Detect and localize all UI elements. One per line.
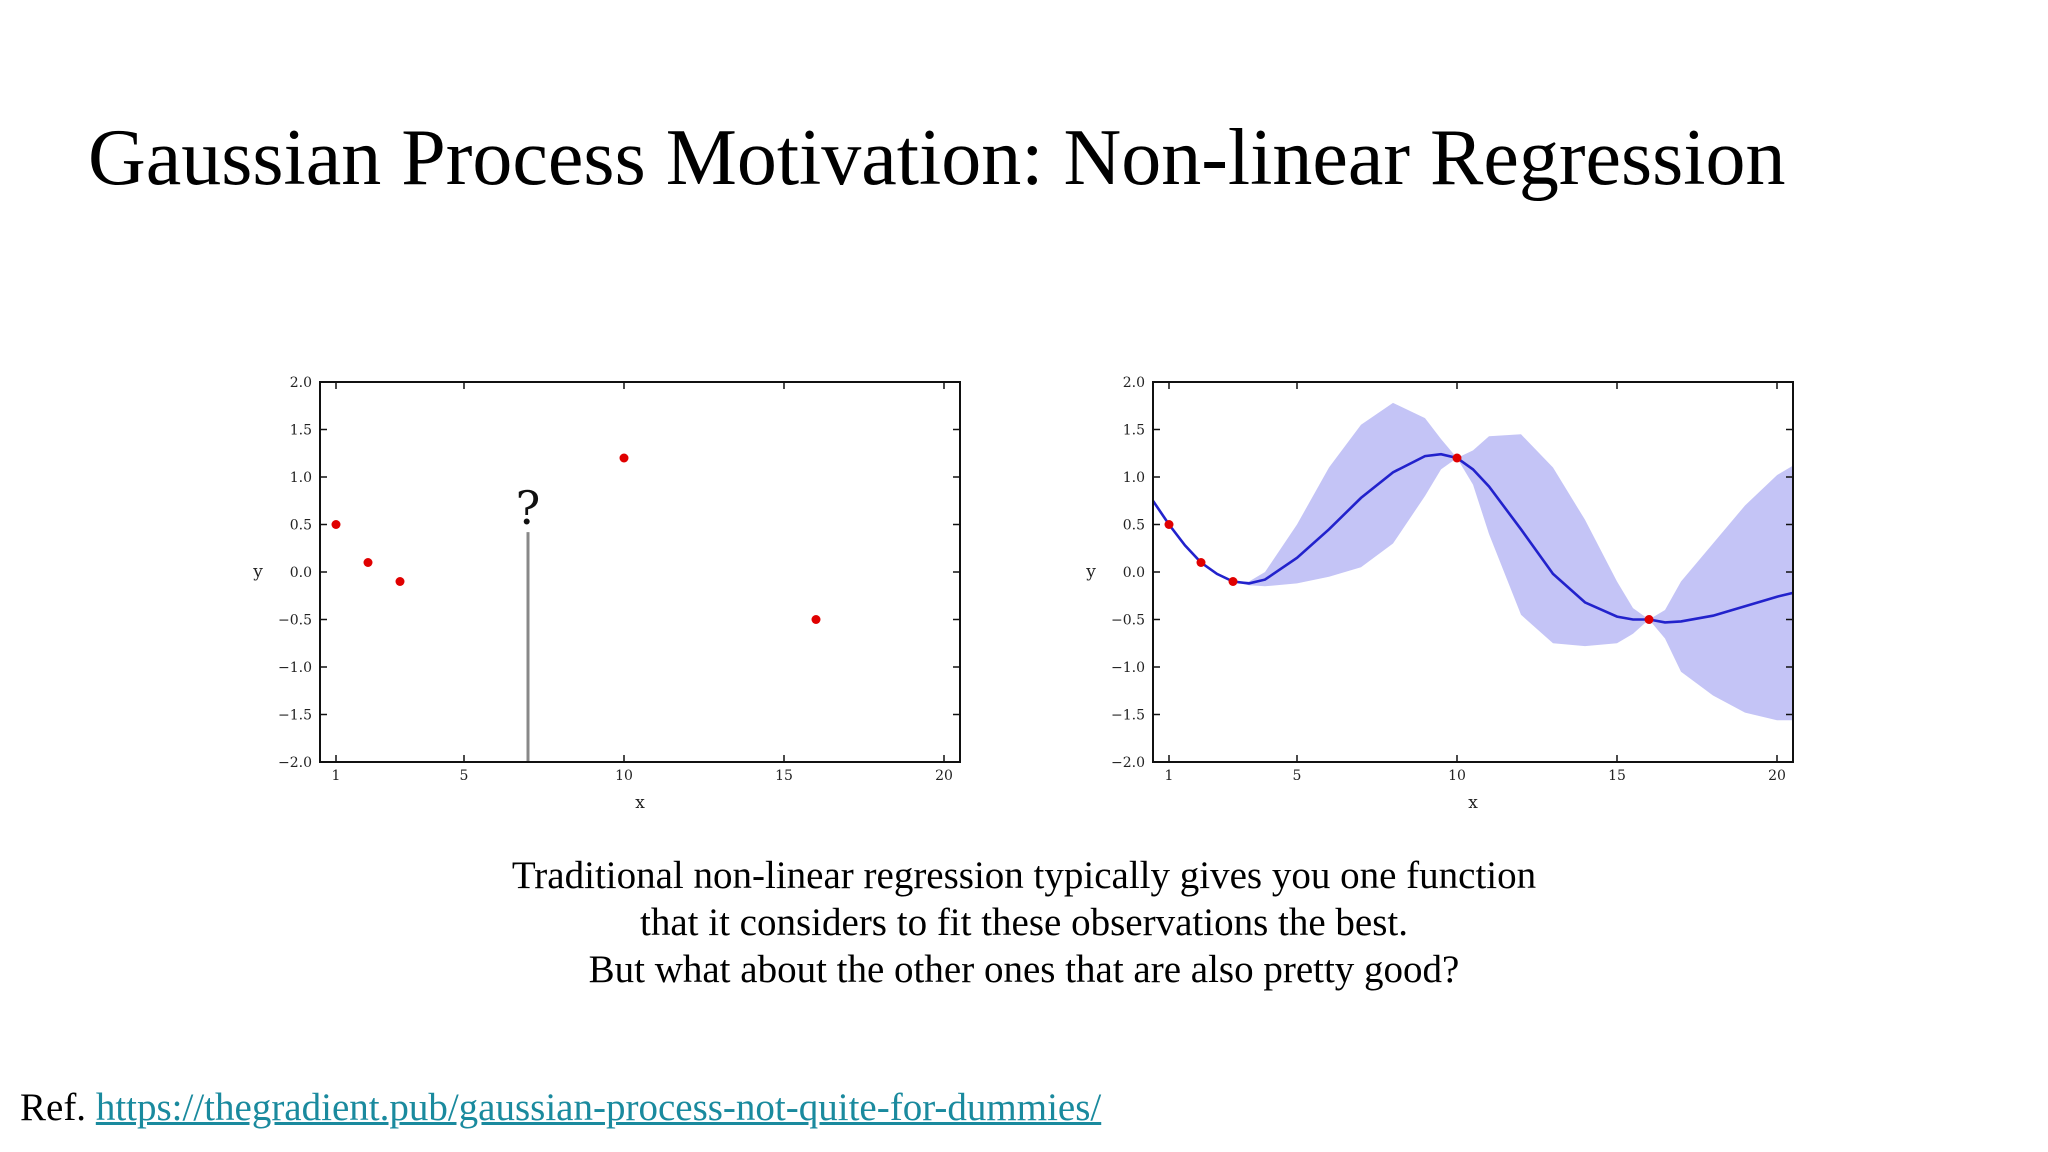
data-point (1644, 615, 1654, 624)
confidence-band (1153, 402, 1793, 721)
slide-title: Gaussian Process Motivation: Non-linear … (88, 114, 1786, 202)
reference: Ref. https://thegradient.pub/gaussian-pr… (20, 1085, 1101, 1130)
y-tick-label: 1.5 (290, 423, 312, 439)
x-tick-label: 5 (460, 768, 469, 784)
x-axis-label: x (1468, 793, 1478, 813)
x-tick-label: 10 (1448, 768, 1466, 784)
y-tick-label: 0.5 (290, 518, 312, 534)
data-point (619, 453, 629, 463)
chart-gp-regression: 1 5 10 15 20−2.0−1.5−1.0−0.50.00.51.01.52.0x… (1085, 375, 1794, 813)
y-tick-label: 1.0 (290, 470, 312, 486)
reference-link[interactable]: https://thegradient.pub/gaussian-process… (95, 1086, 1102, 1129)
data-point (1164, 520, 1174, 529)
data-point (1452, 453, 1462, 463)
x-tick-label: 10 (615, 768, 633, 784)
y-tick-label: 0.0 (290, 565, 312, 581)
y-tick-label: −2.0 (278, 755, 312, 771)
y-tick-label: −0.5 (278, 613, 312, 629)
x-tick-label: 1 (332, 768, 341, 784)
data-point (331, 520, 341, 529)
reference-prefix: Ref. (20, 1086, 87, 1129)
y-axis-label: y (252, 562, 263, 582)
caption-line-3: But what about the other ones that are a… (588, 948, 1460, 991)
x-tick-label: 5 (1293, 768, 1302, 784)
y-tick-label: −0.5 (1111, 613, 1145, 629)
y-tick-label: −1.0 (1111, 660, 1145, 676)
caption-line-1: Traditional non-linear regression typica… (511, 854, 1537, 897)
y-tick-label: 2.0 (290, 375, 312, 391)
x-axis-label: x (635, 793, 645, 813)
x-tick-label: 1 (1165, 768, 1174, 784)
x-tick-label: 20 (935, 768, 953, 784)
caption-line-2: that it considers to fit these observati… (640, 901, 1408, 944)
y-tick-label: 2.0 (1123, 375, 1145, 391)
chart-observations: ?1 5 10 15 20−2.0−1.5−1.0−0.50.00.51.01.52.0… (252, 375, 961, 813)
plot-frame (319, 381, 961, 763)
y-tick-label: 0.5 (1123, 518, 1145, 534)
caption: Traditional non-linear regression typica… (0, 852, 2048, 993)
y-tick-label: 1.5 (1123, 423, 1145, 439)
data-point (1228, 577, 1238, 586)
y-tick-label: −1.0 (278, 660, 312, 676)
data-point (395, 577, 405, 586)
y-tick-label: 0.0 (1123, 565, 1145, 581)
data-point (363, 558, 373, 567)
query-label: ? (516, 481, 541, 535)
data-point (1196, 558, 1206, 567)
y-tick-label: −2.0 (1111, 755, 1145, 771)
x-tick-label: 15 (775, 768, 793, 784)
y-tick-label: −1.5 (278, 708, 312, 724)
data-point (811, 615, 821, 624)
y-axis-label: y (1085, 562, 1096, 582)
y-tick-label: 1.0 (1123, 470, 1145, 486)
y-tick-label: −1.5 (1111, 708, 1145, 724)
x-tick-label: 20 (1768, 768, 1786, 784)
x-tick-label: 15 (1608, 768, 1626, 784)
